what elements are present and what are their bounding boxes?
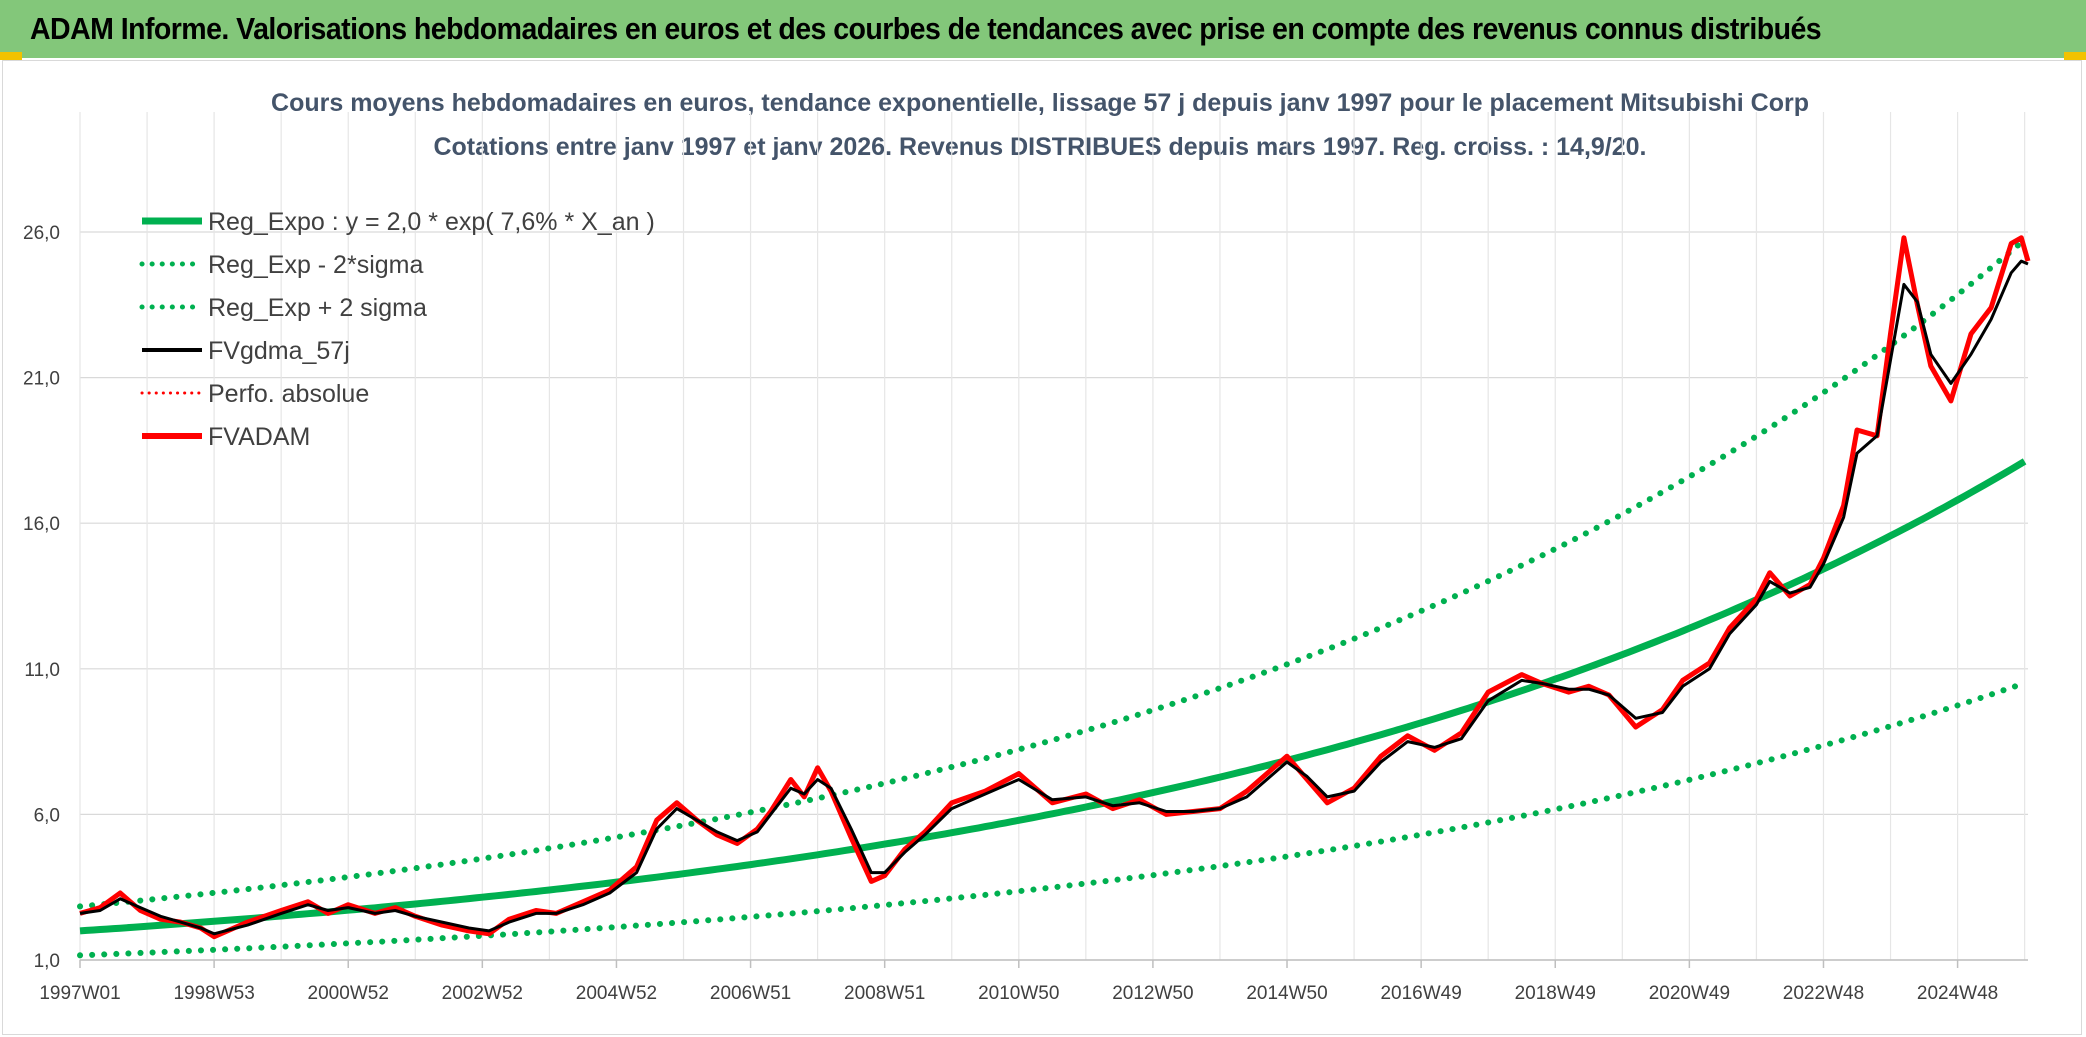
series-reg-exp-plus-2sigma xyxy=(77,236,2028,910)
x-tick-label: 1998W53 xyxy=(173,983,254,1004)
x-tick-label: 2006W51 xyxy=(710,983,791,1004)
x-tick-label: 2016W49 xyxy=(1380,983,1461,1004)
banner-corner-left xyxy=(0,52,22,60)
x-tick-label: 2010W50 xyxy=(978,983,1059,1004)
legend-entry-perfo-absolue: Perfo. absolue xyxy=(140,380,369,408)
legend-label-perfo-absolue: Perfo. absolue xyxy=(208,380,369,408)
series-reg-exp-minus-2sigma xyxy=(77,680,2028,959)
y-tick-label: 1,0 xyxy=(34,951,60,972)
x-tick-label: 2014W50 xyxy=(1246,983,1327,1004)
y-tick-label: 26,0 xyxy=(23,223,60,244)
legend-entry-reg-exp-plus: Reg_Exp + 2 sigma xyxy=(139,294,427,322)
chart-title-line-2: Cotations entre janv 1997 et janv 2026. … xyxy=(433,133,1646,161)
x-tick-label: 2002W52 xyxy=(442,983,523,1004)
x-tick-label: 1997W01 xyxy=(39,983,120,1004)
report-banner: ADAM Informe. Valorisations hebdomadaire… xyxy=(0,0,2086,58)
series-reg-expo xyxy=(79,458,2027,935)
x-tick-label: 2008W51 xyxy=(844,983,925,1004)
x-tick-label: 2022W48 xyxy=(1783,983,1864,1004)
y-tick-label: 11,0 xyxy=(24,660,60,681)
y-tick-label: 16,0 xyxy=(23,514,60,535)
legend-label-fvadam: FVADAM xyxy=(208,423,310,451)
chart-frame xyxy=(2,60,2082,1035)
legend-label-reg-exp-minus: Reg_Exp - 2*sigma xyxy=(208,251,423,279)
legend-label-reg-exp-plus: Reg_Exp + 2 sigma xyxy=(208,294,427,322)
legend-entry-reg-exp-minus: Reg_Exp - 2*sigma xyxy=(139,251,423,279)
report-title: ADAM Informe. Valorisations hebdomadaire… xyxy=(30,11,1822,46)
x-axis-ticks: 1997W01 1998W53 2000W52 2002W52 2004W52 2006W… xyxy=(39,960,1998,1004)
legend: Reg_Expo : y = 2,0 * exp( 7,6% * X_an ) … xyxy=(139,208,655,451)
x-tick-label: 2004W52 xyxy=(576,983,657,1004)
gridlines xyxy=(79,112,2028,961)
legend-entry-reg-expo: Reg_Expo : y = 2,0 * exp( 7,6% * X_an ) xyxy=(142,208,655,236)
x-tick-label: 2018W49 xyxy=(1515,983,1596,1004)
plot-area xyxy=(77,235,2031,959)
series-fvadam xyxy=(79,235,2031,940)
x-tick-label: 2020W49 xyxy=(1649,983,1730,1004)
legend-entry-fvgdma: FVgdma_57j xyxy=(142,337,350,365)
legend-label-reg-expo: Reg_Expo : y = 2,0 * exp( 7,6% * X_an ) xyxy=(208,208,655,236)
banner-corner-right xyxy=(2064,52,2086,60)
x-tick-label: 2012W50 xyxy=(1112,983,1193,1004)
x-tick-label: 2000W52 xyxy=(308,983,389,1004)
y-axis-ticks: 1,0 6,0 11,0 16,0 21,0 26,0 xyxy=(23,223,60,972)
legend-label-fvgdma: FVgdma_57j xyxy=(208,337,350,365)
x-tick-label: 2024W48 xyxy=(1917,983,1998,1004)
y-tick-label: 21,0 xyxy=(23,369,60,390)
y-tick-label: 6,0 xyxy=(34,805,60,826)
legend-entry-fvadam: FVADAM xyxy=(142,423,310,451)
chart-title-line-1: Cours moyens hebdomadaires en euros, ten… xyxy=(271,89,1809,117)
series-fvgdma-57j xyxy=(79,259,2029,936)
